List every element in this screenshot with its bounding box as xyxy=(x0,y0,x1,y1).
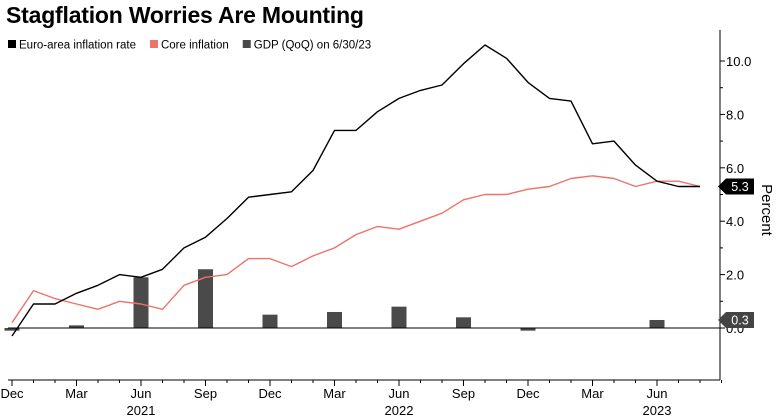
legend: Euro-area inflation rate Core inflation GD… xyxy=(8,40,371,52)
gdp-bar xyxy=(327,311,342,328)
y-tick-label: 4.0 xyxy=(726,214,744,229)
gdp-bar xyxy=(133,277,149,328)
x-tick-label: Sep xyxy=(452,386,475,401)
x-tick-label: Mar xyxy=(581,386,604,401)
y-tick-label: 10.0 xyxy=(726,54,751,69)
value-badge-bg xyxy=(718,178,754,195)
series-lines xyxy=(11,44,701,337)
x-tick-label: Jun xyxy=(389,386,410,401)
value-badges: 5.3 0.3 xyxy=(718,178,754,328)
gdp-bar xyxy=(198,269,213,328)
core-inflation-line xyxy=(11,175,701,324)
gdp-bar xyxy=(69,325,84,328)
gdp-bar xyxy=(649,319,665,328)
x-tick-label: Sep xyxy=(194,386,217,401)
x-year-label: 2022 xyxy=(385,403,414,416)
gdp-bar xyxy=(262,314,278,328)
value-badge: 0.3 xyxy=(718,311,754,328)
gdp-bar xyxy=(4,328,20,331)
legend-label-2: GDP (QoQ) on 6/30/23 xyxy=(254,40,371,52)
gdp-bar xyxy=(456,317,471,328)
x-tick-label: Jun xyxy=(131,386,152,401)
y-tick-label: 8.0 xyxy=(726,107,744,122)
x-year-label: 2021 xyxy=(127,403,156,416)
gdp-bar xyxy=(520,328,536,331)
x-tick-label: Mar xyxy=(323,386,346,401)
legend-swatch-2 xyxy=(242,40,251,48)
x-tick-label: Jun xyxy=(647,386,668,401)
chart-title: Stagflation Worries Are Mounting xyxy=(6,2,364,28)
legend-label-0: Euro-area inflation rate xyxy=(19,40,136,52)
legend-label-1: Core inflation xyxy=(161,40,229,52)
y-axis-title: Percent xyxy=(758,184,775,237)
y-tick-label: 2.0 xyxy=(726,268,744,283)
x-year-label: 2023 xyxy=(643,403,672,416)
value-badge-label: 5.3 xyxy=(731,180,748,194)
x-tick-label: Dec xyxy=(516,386,540,401)
value-badge: 5.3 xyxy=(718,178,754,195)
inflation-rate-line xyxy=(11,44,700,337)
x-tick-label: Mar xyxy=(65,386,88,401)
value-badge-label: 0.3 xyxy=(731,313,748,327)
x-tick-label: Dec xyxy=(0,386,24,401)
value-badge-bg xyxy=(718,311,754,328)
legend-swatch-0 xyxy=(8,40,16,48)
x-tick-label: Dec xyxy=(258,386,282,401)
y-tick-label: 6.0 xyxy=(726,161,744,176)
legend-swatch-1 xyxy=(149,40,158,48)
gdp-bars xyxy=(4,269,665,331)
gdp-bar xyxy=(391,306,407,328)
